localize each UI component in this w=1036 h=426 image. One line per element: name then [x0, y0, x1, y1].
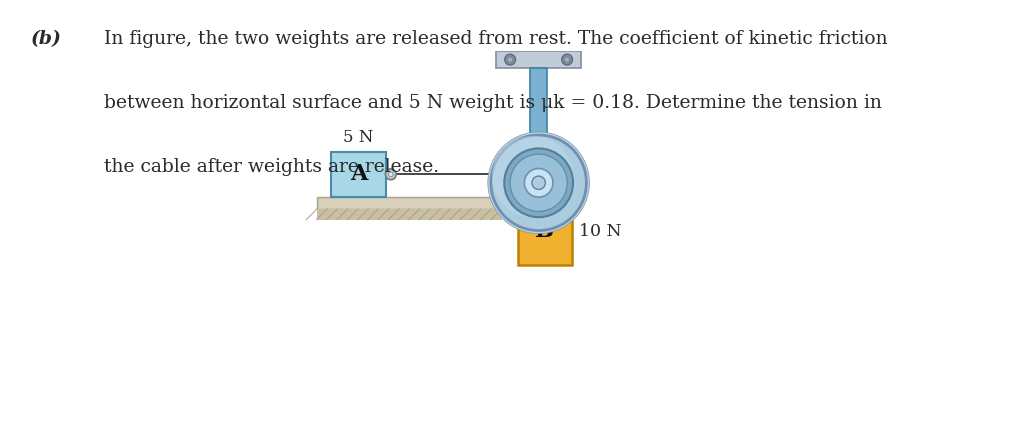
Text: A: A	[350, 163, 367, 185]
Text: (b): (b)	[31, 30, 62, 48]
Text: the cable after weights are release.: the cable after weights are release.	[104, 158, 438, 176]
Bar	[330, 152, 386, 197]
Circle shape	[524, 168, 553, 197]
Text: B: B	[536, 220, 554, 242]
Circle shape	[492, 136, 573, 217]
Bar	[518, 197, 572, 265]
Circle shape	[508, 57, 513, 62]
Text: In figure, the two weights are released from rest. The coefficient of kinetic fr: In figure, the two weights are released …	[104, 30, 887, 48]
Circle shape	[505, 54, 516, 65]
Circle shape	[488, 132, 589, 233]
Circle shape	[491, 135, 586, 230]
Text: between horizontal surface and 5 N weight is μk = 0.18. Determine the tension in: between horizontal surface and 5 N weigh…	[104, 94, 882, 112]
Circle shape	[531, 176, 545, 190]
Bar	[317, 209, 501, 220]
Circle shape	[505, 148, 573, 217]
Bar	[549, 139, 555, 223]
Circle shape	[565, 57, 570, 62]
Text: 5 N: 5 N	[343, 129, 374, 146]
Circle shape	[510, 154, 568, 211]
Bar	[522, 139, 528, 223]
Circle shape	[388, 172, 393, 177]
Circle shape	[385, 169, 396, 180]
Bar	[317, 197, 501, 209]
Text: 10 N: 10 N	[579, 223, 622, 240]
Circle shape	[562, 54, 573, 65]
Bar	[496, 51, 581, 68]
Bar	[530, 68, 547, 139]
